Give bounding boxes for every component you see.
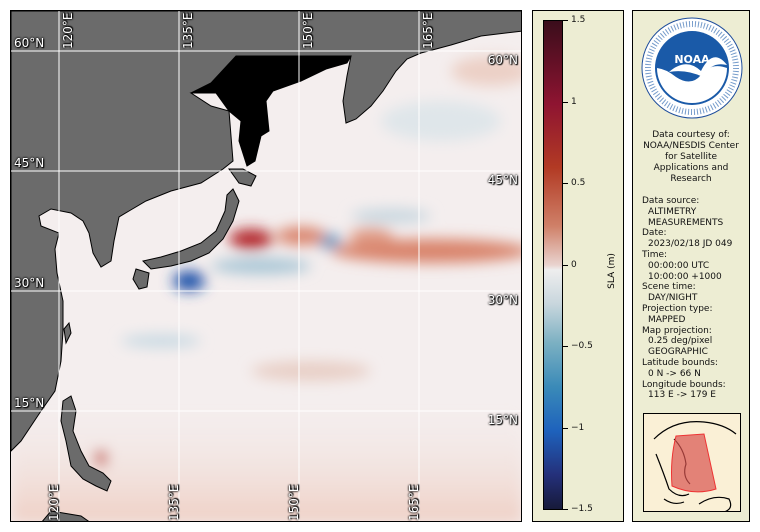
courtesy-line: Research: [670, 174, 712, 184]
land: [11, 11, 521, 521]
meta-value: GEOGRAPHIC: [648, 347, 708, 358]
courtesy-line: Data courtesy of:: [652, 130, 730, 140]
lat-label-left: 60°N: [14, 36, 45, 50]
colorbar-tick-label: −1: [571, 422, 585, 433]
meta-value: 113 E -> 179 E: [648, 390, 716, 401]
meta-value: DAY/NIGHT: [648, 293, 698, 304]
coverage-area: [671, 433, 717, 493]
meta-value: MEASUREMENTS: [648, 217, 724, 228]
courtesy-line: for Satellite: [664, 152, 718, 162]
lat-label-right: 60°N: [487, 53, 518, 67]
meta-label: Data source:: [642, 196, 700, 206]
metadata: Data source: ALTIMETRY MEASUREMENTS Date: 20…: [642, 196, 732, 401]
sla-field: [11, 56, 521, 521]
meta-value: 10:00:00 +1000: [648, 271, 722, 282]
colorbar-panel: 1.5 1 0.5 0 −0.5 −1 −1.5 SLA (m): [532, 10, 624, 522]
colorbar: [543, 20, 563, 510]
lat-label-left: 45°N: [14, 156, 45, 170]
meta-value: 2023/02/18 JD 049: [648, 239, 733, 250]
sea-ice: [190, 55, 352, 167]
map-graphic: [11, 11, 521, 521]
colorbar-tick: [563, 101, 568, 103]
lon-label-top: 120°E: [61, 12, 75, 50]
colorbar-tick-label: −1.5: [571, 504, 593, 514]
courtesy-line: NOAA/NESDIS Center: [643, 141, 739, 151]
lat-label-right: 15°N: [487, 413, 518, 427]
meta-value: MAPPED: [648, 314, 686, 325]
info-panel: NOAA Data courtesy of: NOAA/NESDIS Center…: [632, 10, 750, 522]
colorbar-tick-label: 0.5: [571, 178, 586, 188]
inset-globe-map: [643, 413, 741, 512]
colorbar-tick-label: 0: [571, 259, 577, 270]
lon-label-top: 165°E: [421, 12, 435, 50]
colorbar-tick-label: −0.5: [571, 341, 593, 351]
data-courtesy: Data courtesy of: NOAA/NESDIS Center for S…: [633, 130, 749, 185]
meta-label: Date:: [642, 228, 667, 239]
colorbar-tick-label: 1.5: [571, 15, 586, 25]
lon-label-bottom: 135°E: [167, 484, 181, 522]
meta-value: 0 N -> 66 N: [648, 368, 701, 379]
colorbar-tick: [563, 427, 568, 429]
lat-label-right: 30°N: [487, 293, 518, 307]
sla-map[interactable]: 120°E 135°E 150°E 165°E 120°E 135°E 150°…: [10, 10, 522, 522]
lon-label-bottom: 150°E: [287, 484, 301, 522]
meta-label: Longitude bounds:: [642, 379, 726, 390]
courtesy-line: Applications and: [653, 163, 729, 173]
colorbar-tick: [563, 346, 568, 347]
meta-value: 0.25 deg/pixel: [648, 336, 713, 347]
lon-label-top: 135°E: [181, 12, 195, 50]
colorbar-tick: [563, 20, 568, 21]
colorbar-tick-label: 1: [571, 96, 577, 107]
colorbar-label: SLA (m): [606, 253, 617, 289]
meta-label: Projection type:: [642, 303, 713, 314]
meta-value: ALTIMETRY: [648, 206, 697, 217]
meta-value: 00:00:00 UTC: [648, 260, 710, 271]
noaa-logo: NOAA: [641, 17, 743, 119]
colorbar-tick: [563, 264, 568, 266]
lon-label-top: 150°E: [301, 12, 315, 50]
lat-label-right: 45°N: [487, 173, 518, 187]
colorbar-tick: [563, 509, 568, 510]
logo-text: NOAA: [674, 53, 710, 66]
lon-label-bottom: 120°E: [47, 484, 61, 522]
lon-label-bottom: 165°E: [407, 484, 421, 522]
meta-label: Time:: [642, 249, 668, 260]
meta-label: Scene time:: [642, 282, 696, 293]
meta-label: Latitude bounds:: [642, 357, 718, 368]
lat-label-left: 15°N: [14, 396, 45, 410]
colorbar-tick: [563, 183, 568, 184]
meta-label: Map projection:: [642, 325, 712, 336]
lat-label-left: 30°N: [14, 276, 45, 290]
graticule: [11, 11, 521, 521]
